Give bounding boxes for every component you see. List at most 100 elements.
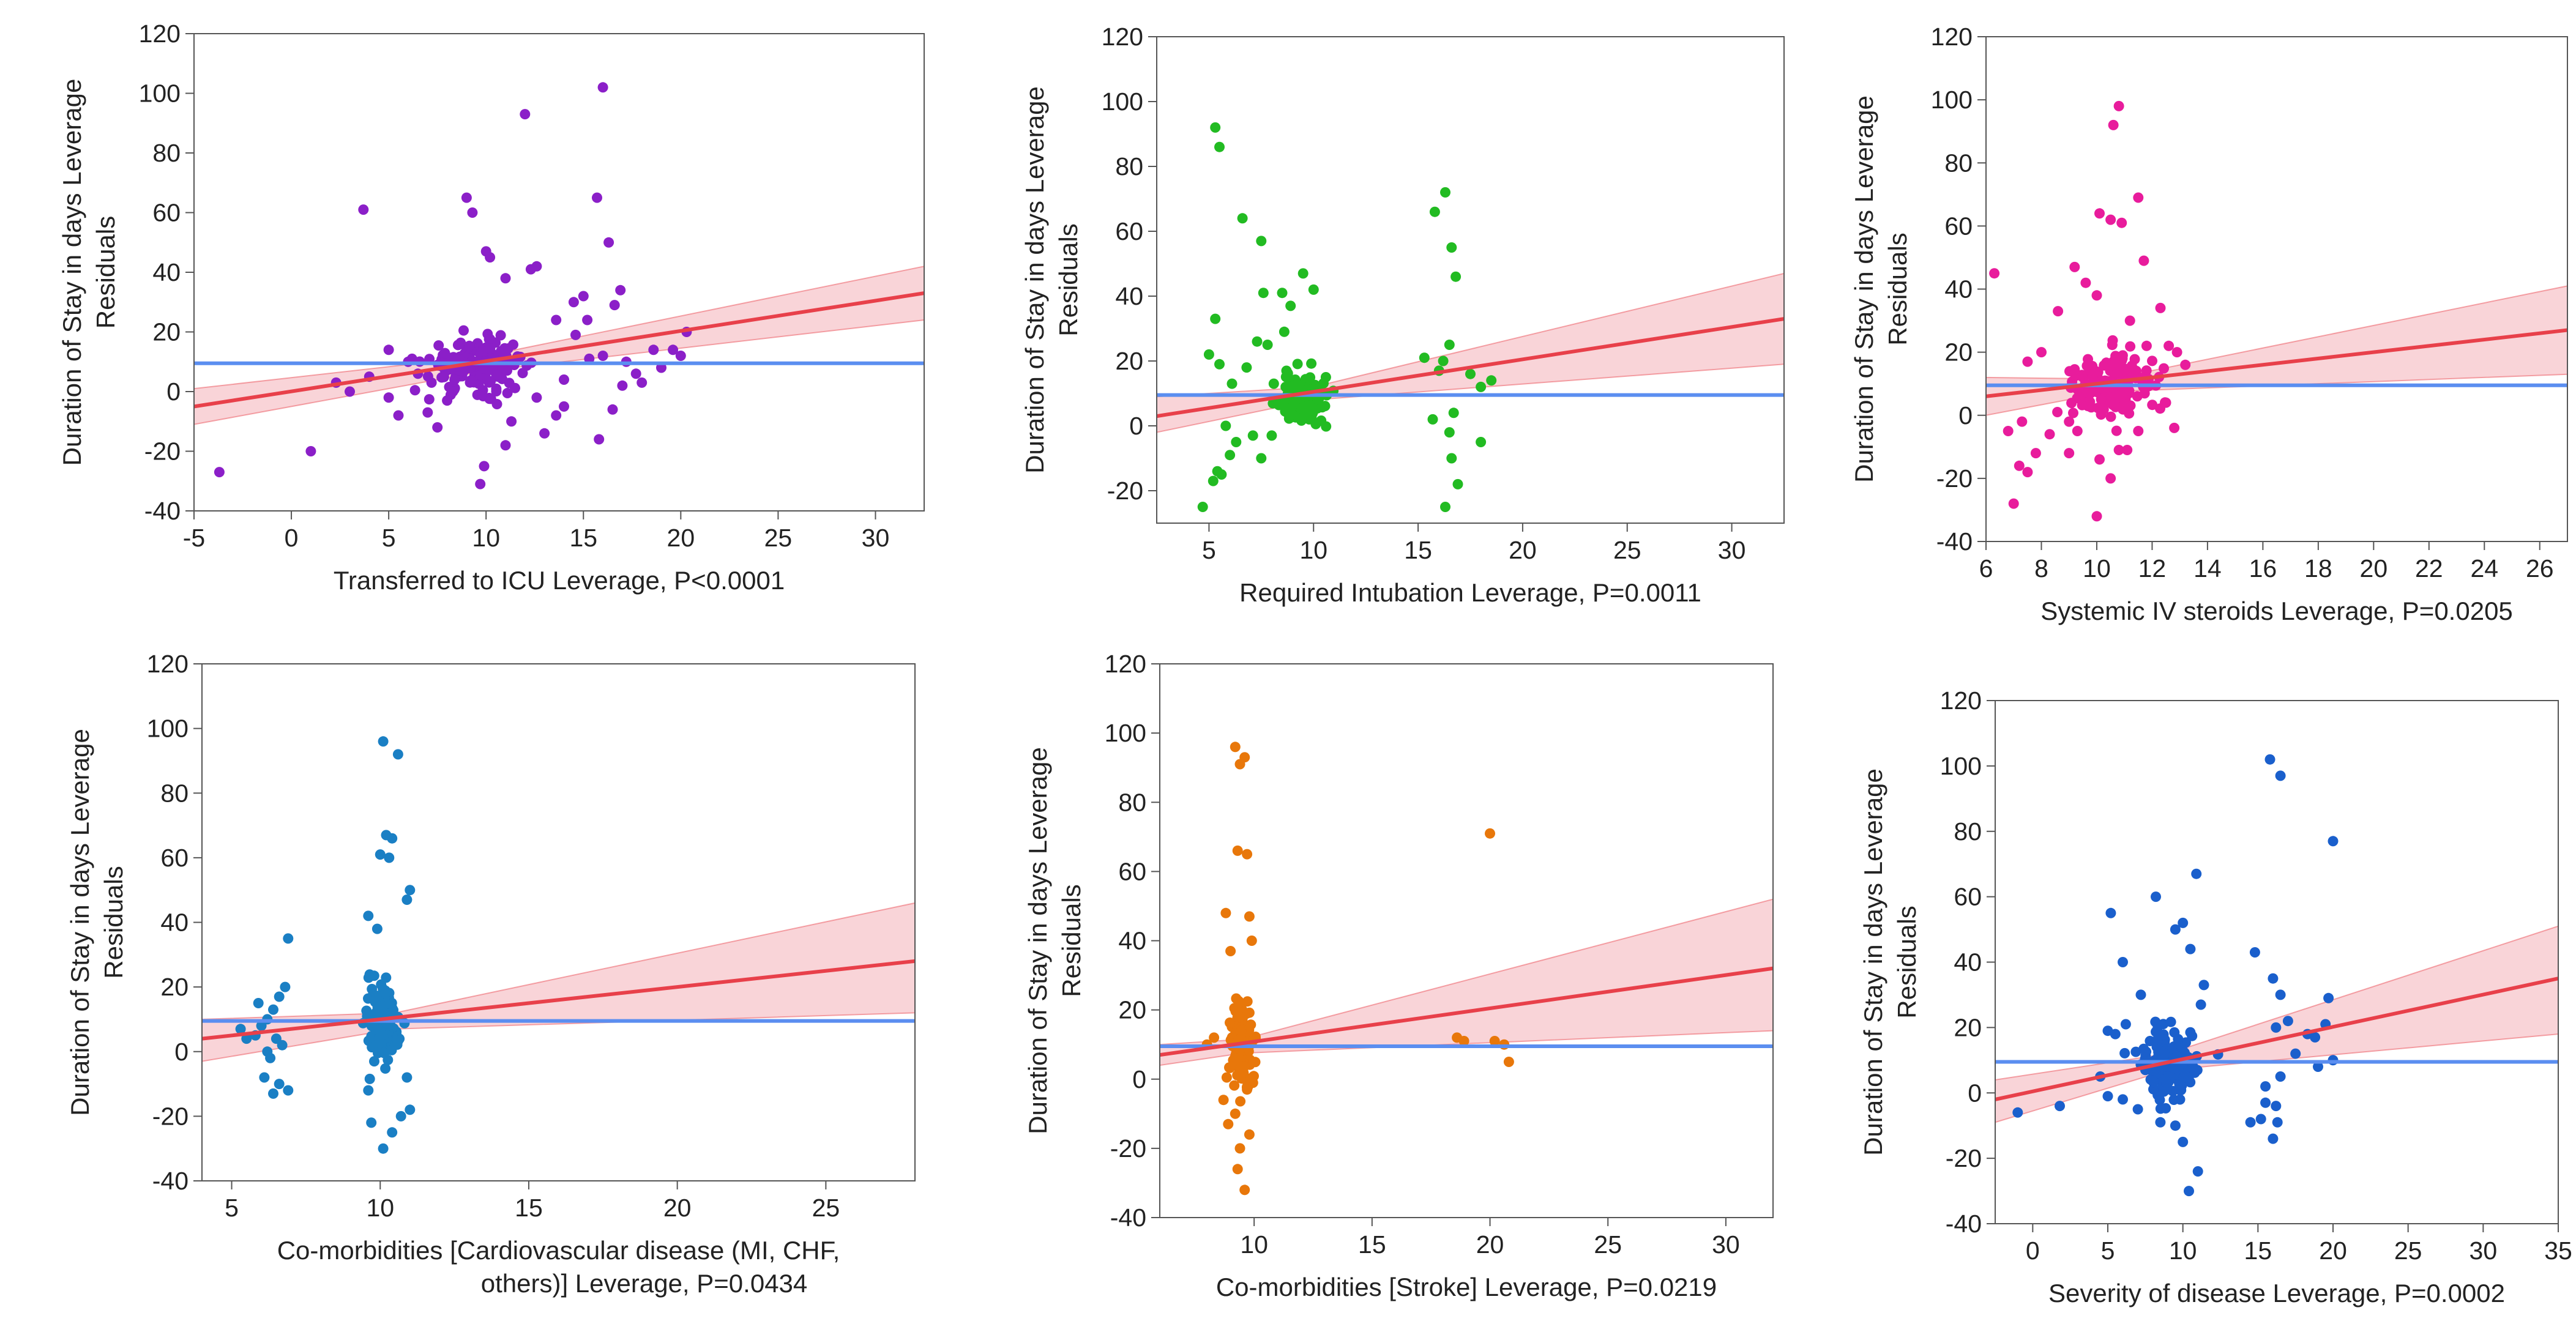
data-point [2255, 1114, 2266, 1125]
x-axis-label: Required Intubation Leverage, P=0.0011 [1239, 578, 1701, 607]
data-point [2022, 356, 2033, 367]
data-point [2118, 1094, 2128, 1105]
data-point [363, 1085, 374, 1096]
data-point [2159, 1034, 2170, 1045]
data-point [1256, 453, 1267, 464]
data-point [2192, 1166, 2203, 1177]
data-point [1450, 271, 1462, 282]
data-point [452, 340, 463, 351]
x-tick-label: 5 [382, 524, 396, 552]
x-tick-label: 6 [1979, 554, 1993, 582]
data-point [2089, 367, 2100, 378]
data-point [1230, 1108, 1241, 1119]
data-point [1289, 380, 1300, 391]
y-tick-label: 20 [1944, 338, 1973, 366]
data-point [2064, 448, 2075, 459]
y-tick-label: 40 [160, 909, 189, 937]
y-tick-label: 20 [160, 973, 189, 1001]
data-point [2160, 1074, 2171, 1085]
data-point [2160, 397, 2171, 408]
data-point [2163, 340, 2175, 351]
data-point [520, 109, 531, 120]
data-point [449, 374, 460, 385]
data-point [570, 329, 581, 340]
data-point [2107, 400, 2118, 411]
y-tick-label: 20 [1954, 1013, 1982, 1041]
x-axis-label: Transferred to ICU Leverage, P<0.0001 [334, 566, 785, 595]
data-point [1452, 478, 1463, 489]
data-point [1485, 828, 1495, 839]
data-point [277, 1040, 288, 1051]
data-point [648, 344, 659, 355]
data-point [2187, 1030, 2198, 1041]
data-point [377, 1001, 388, 1012]
data-point [2155, 1103, 2166, 1114]
y-tick-label: 0 [1132, 1065, 1146, 1093]
x-tick-label: 10 [2169, 1237, 2197, 1265]
data-point [405, 885, 416, 896]
data-point [1440, 502, 1450, 512]
data-point [2116, 389, 2127, 400]
x-tick-label: 26 [2526, 554, 2554, 582]
data-point [447, 386, 458, 397]
data-point [387, 833, 398, 844]
data-point [214, 467, 225, 478]
data-point [2132, 1104, 2143, 1115]
data-point [458, 325, 469, 336]
x-axis-label-line2: others)] Leverage, P=0.0434 [481, 1269, 808, 1298]
data-point [2178, 917, 2189, 928]
data-point [510, 382, 520, 393]
x-axis-label: Severity of disease Leverage, P=0.0002 [2048, 1279, 2505, 1308]
data-point [358, 204, 369, 215]
data-point [578, 291, 589, 302]
data-point [1448, 407, 1459, 419]
plot-frame [201, 663, 916, 1181]
data-point [594, 434, 605, 445]
data-point [1458, 1036, 1469, 1046]
x-tick-label: 30 [862, 524, 890, 552]
data-point [2271, 1022, 2282, 1033]
data-point [495, 330, 506, 341]
data-point [630, 368, 641, 379]
fit-line [194, 291, 924, 409]
data-point [1989, 268, 2000, 279]
data-point [1244, 911, 1255, 922]
data-point [2132, 391, 2143, 402]
x-axis-label: Systemic IV steroids Leverage, P=0.0205 [2040, 597, 2513, 625]
data-point [508, 339, 518, 350]
x-tick-label: 0 [285, 524, 299, 552]
data-point [485, 252, 496, 263]
data-point [1230, 1006, 1241, 1017]
confidence-band [194, 266, 924, 425]
data-point [2052, 407, 2063, 417]
x-tick-label: 10 [472, 524, 500, 552]
plot-frame [193, 33, 925, 512]
data-point [1231, 993, 1242, 1004]
data-point [2147, 400, 2158, 411]
data-point [2105, 411, 2116, 422]
confidence-band [1157, 272, 1784, 433]
data-point [409, 385, 420, 396]
leverage-plot-3: -40 -20 0 20 40 60 80 100 120 6 8 10 12 14 16 18 20 22 24 2… [1850, 23, 2568, 625]
data-point [363, 910, 374, 921]
y-tick-label: -20 [1107, 477, 1143, 505]
data-point [603, 237, 614, 248]
x-tick-label: -5 [183, 524, 205, 552]
data-point [305, 446, 316, 456]
data-point [1232, 845, 1243, 856]
data-point [383, 392, 394, 403]
data-point [2179, 1069, 2190, 1080]
data-point [2064, 416, 2075, 427]
y-tick-label: 80 [1954, 817, 1982, 846]
x-tick-label: 20 [2319, 1237, 2347, 1265]
data-point [378, 736, 389, 747]
plot-frame [1156, 36, 1785, 524]
data-point [502, 365, 512, 376]
x-tick-label: 10 [366, 1194, 394, 1222]
data-point [2180, 359, 2191, 370]
y-tick-label: 120 [147, 650, 189, 678]
y-tick-label: 40 [1954, 948, 1982, 977]
data-point [500, 273, 511, 284]
y-tick-label: 120 [139, 20, 181, 48]
